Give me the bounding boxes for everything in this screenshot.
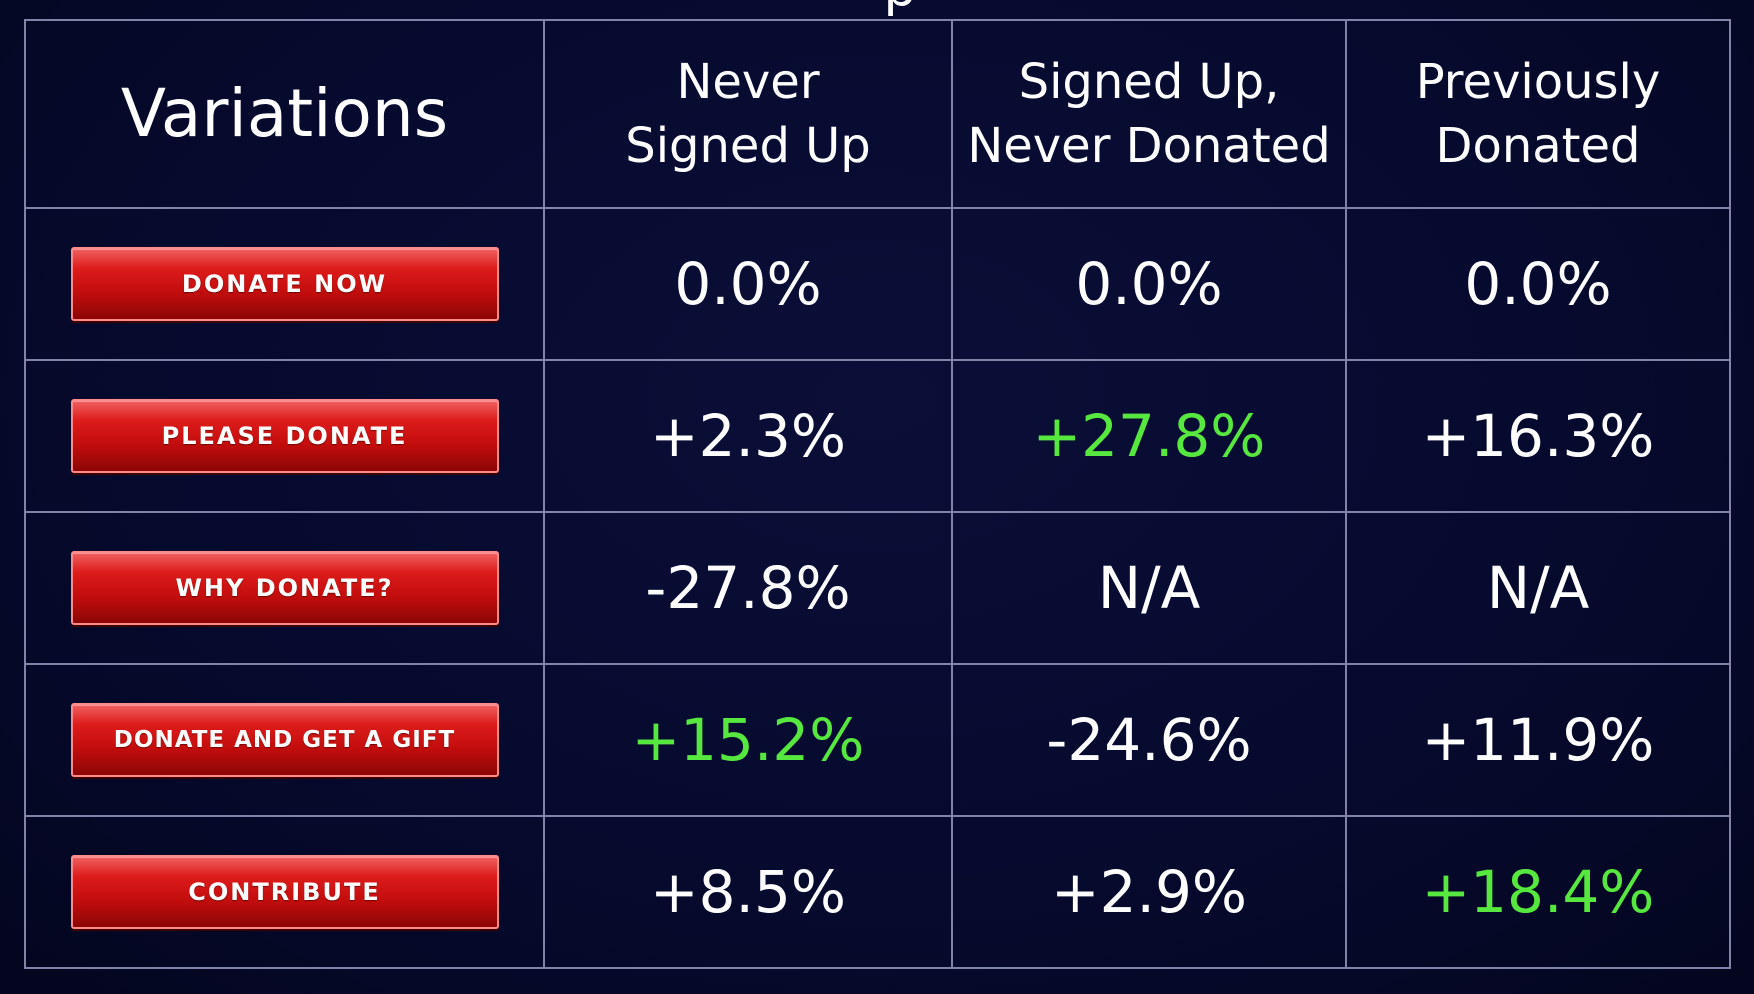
variation-cell: PLEASE DONATE [24, 359, 545, 513]
result-value: 0.0% [951, 207, 1347, 361]
result-value: N/A [951, 511, 1347, 665]
result-value: +2.3% [543, 359, 953, 513]
table-row: PLEASE DONATE +2.3% +27.8% +16.3% [24, 359, 1731, 513]
result-value: +16.3% [1345, 359, 1731, 513]
result-value: +2.9% [951, 815, 1347, 969]
contribute-button[interactable]: CONTRIBUTE [70, 855, 499, 929]
result-value: -24.6% [951, 663, 1347, 817]
header-line: Never Donated [967, 118, 1331, 174]
header-signed-up-never-donated: Signed Up, Never Donated [951, 19, 1347, 209]
variation-results-table: Variations Never Signed Up Signed Up, Ne… [24, 19, 1731, 969]
table-header-row: Variations Never Signed Up Signed Up, Ne… [24, 19, 1731, 209]
donate-now-button[interactable]: DONATE NOW [70, 247, 499, 321]
header-variations: Variations [24, 19, 545, 209]
table-row: CONTRIBUTE +8.5% +2.9% +18.4% [24, 815, 1731, 969]
table-row: DONATE NOW 0.0% 0.0% 0.0% [24, 207, 1731, 361]
variation-cell: DONATE NOW [24, 207, 545, 361]
please-donate-button[interactable]: PLEASE DONATE [70, 399, 499, 473]
slide-title-fragment: p [540, 0, 1260, 18]
variation-cell: WHY DONATE? [24, 511, 545, 665]
donate-and-get-a-gift-button[interactable]: DONATE AND GET A GIFT [70, 703, 499, 777]
result-value: +8.5% [543, 815, 953, 969]
header-line: Signed Up, [1018, 54, 1280, 110]
table-row: WHY DONATE? -27.8% N/A N/A [24, 511, 1731, 665]
result-value: 0.0% [543, 207, 953, 361]
result-value: +27.8% [951, 359, 1347, 513]
result-value: -27.8% [543, 511, 953, 665]
header-line: Never [676, 54, 820, 110]
result-value: +11.9% [1345, 663, 1731, 817]
why-donate-button[interactable]: WHY DONATE? [70, 551, 499, 625]
header-never-signed-up: Never Signed Up [543, 19, 953, 209]
result-value: N/A [1345, 511, 1731, 665]
variation-cell: CONTRIBUTE [24, 815, 545, 969]
header-line: Previously [1415, 54, 1661, 110]
result-value: +15.2% [543, 663, 953, 817]
header-previously-donated: Previously Donated [1345, 19, 1731, 209]
header-line: Donated [1435, 118, 1641, 174]
table-row: DONATE AND GET A GIFT +15.2% -24.6% +11.… [24, 663, 1731, 817]
result-value: 0.0% [1345, 207, 1731, 361]
result-value: +18.4% [1345, 815, 1731, 969]
header-line: Signed Up [625, 118, 871, 174]
variation-cell: DONATE AND GET A GIFT [24, 663, 545, 817]
